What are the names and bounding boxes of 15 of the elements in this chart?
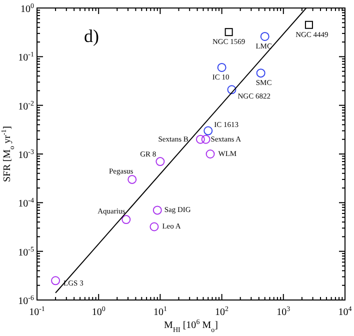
y-tick-label: 10$^{-4}$ — [18, 196, 34, 210]
x-tick-label: 10$^{3}$ — [276, 305, 291, 318]
x-tick-label: 10$^{-1}$ — [29, 305, 46, 318]
y-tick-label: 10$^{-6}$ — [18, 294, 34, 307]
x-tick-label: 10$^{0}$ — [92, 305, 106, 318]
y-tick-label: 10$^{-2}$ — [18, 99, 34, 112]
annotation: d) — [84, 26, 99, 46]
x-tick-label: 10$^{4}$ — [338, 305, 352, 318]
y-tick-label: 10$^{-5}$ — [18, 245, 34, 258]
x-tick-label: 10$^{1}$ — [153, 305, 168, 318]
y-tick-label: 10$^{-1}$ — [18, 50, 34, 64]
x-axis-title: M$_{HI}$ [10$^{6}$ M$_{o}$] — [164, 318, 218, 334]
x-tick-label: 10$^{2}$ — [215, 305, 230, 318]
y-tick-label: 10$^{-3}$ — [18, 148, 34, 161]
y-tick-label: 10$^{0}$ — [20, 2, 34, 15]
